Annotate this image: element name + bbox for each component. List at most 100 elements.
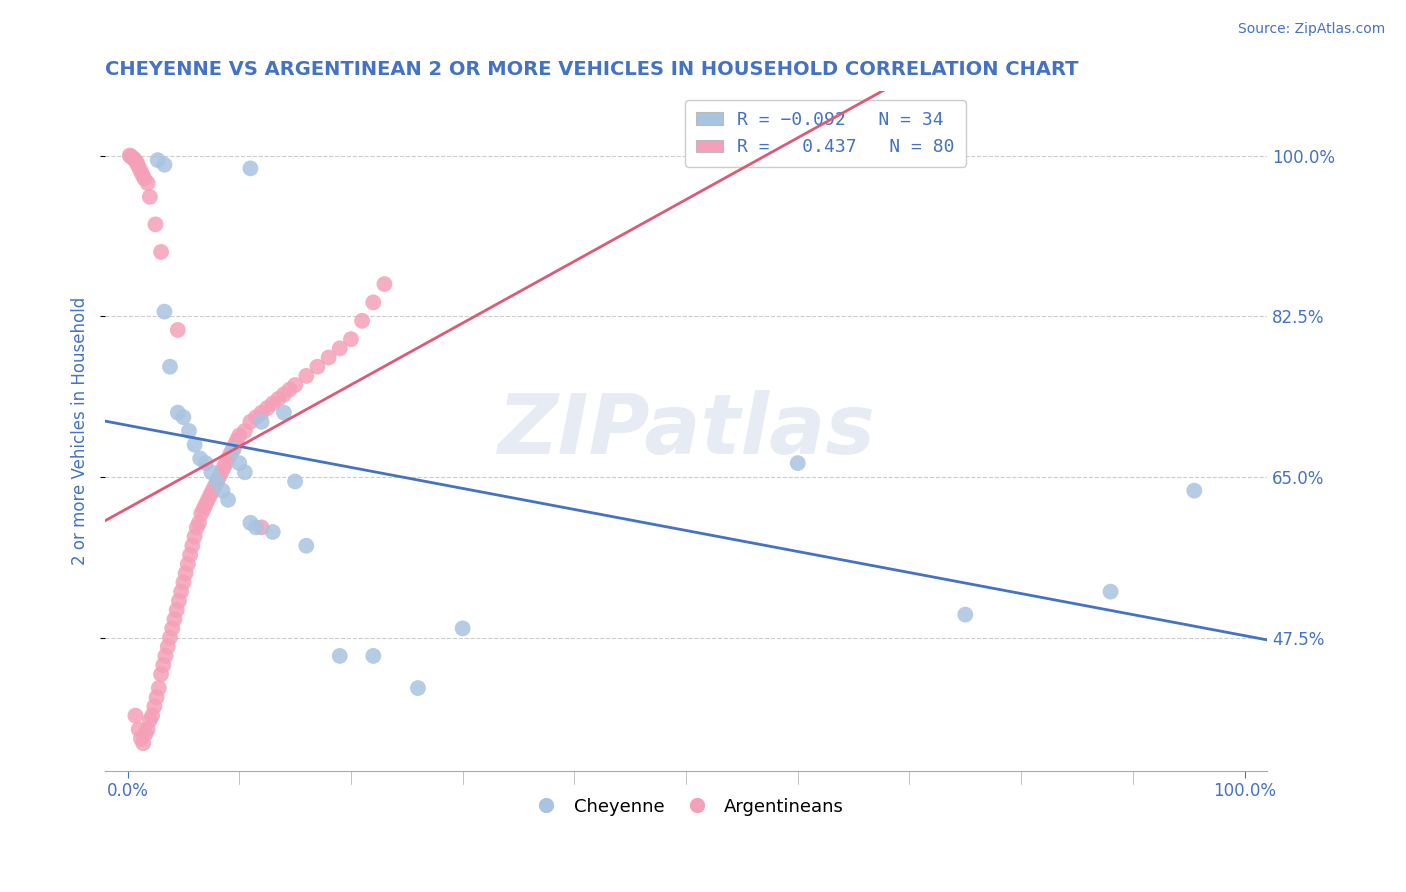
Point [250,520,273,534]
Point [284,378,307,392]
Point [166,406,188,420]
Point [127,158,149,172]
Y-axis label: 2 or more Vehicles in Household: 2 or more Vehicles in Household [72,297,89,566]
Point [284,475,307,489]
Point [193,502,215,516]
Point [136,723,159,737]
Point [132,736,155,750]
Point [177,557,200,571]
Point [205,475,228,489]
Point [217,451,239,466]
Point [188,451,211,466]
Point [200,488,222,502]
Point [222,442,245,457]
Point [160,621,183,635]
Point [125,155,148,169]
Point [224,438,246,452]
Point [177,424,200,438]
Point [278,383,301,397]
Point [239,415,262,429]
Point [226,433,249,447]
Point [233,465,256,479]
Point [215,456,238,470]
Point [183,438,205,452]
Point [174,566,197,581]
Text: CHEYENNE VS ARGENTINEAN 2 OR MORE VEHICLES IN HOUSEHOLD CORRELATION CHART: CHEYENNE VS ARGENTINEAN 2 OR MORE VEHICL… [105,60,1078,78]
Point [128,162,150,177]
Point [363,295,385,310]
Point [170,584,193,599]
Point [131,167,153,181]
Point [172,575,194,590]
Point [329,342,352,356]
Point [120,149,142,163]
Point [352,314,374,328]
Text: ZIPatlas: ZIPatlas [498,391,875,472]
Legend: Cheyenne, Argentineans: Cheyenne, Argentineans [522,790,851,822]
Point [118,148,141,162]
Point [200,465,222,479]
Point [233,424,256,438]
Point [156,640,179,654]
Point [159,631,181,645]
Point [194,498,217,512]
Point [155,648,177,663]
Point [406,681,429,695]
Point [197,492,219,507]
Point [209,465,232,479]
Point [153,304,176,318]
Point [145,690,167,705]
Point [121,150,143,164]
Point [124,708,146,723]
Point [146,153,169,168]
Point [295,368,318,383]
Point [228,428,250,442]
Point [363,648,385,663]
Text: Source: ZipAtlas.com: Source: ZipAtlas.com [1237,22,1385,37]
Point [139,190,162,204]
Point [318,351,340,365]
Point [208,470,231,484]
Point [256,401,278,415]
Point [153,158,176,172]
Point [267,392,290,406]
Point [212,460,235,475]
Point [217,492,239,507]
Point [134,727,156,741]
Point [163,612,186,626]
Point [183,530,205,544]
Point [955,607,977,622]
Point [167,594,190,608]
Point [273,387,295,401]
Point [786,456,808,470]
Point [307,359,329,374]
Point [250,415,273,429]
Point [159,359,181,374]
Point [262,524,284,539]
Point [150,244,173,259]
Point [373,277,395,291]
Point [148,681,170,695]
Point [181,539,204,553]
Point [295,539,318,553]
Point [172,410,194,425]
Point [166,323,188,337]
Point [201,483,224,498]
Point [228,456,250,470]
Point [143,699,166,714]
Point [239,516,262,530]
Point [245,410,267,425]
Point [211,483,233,498]
Point [329,648,352,663]
Point [188,516,211,530]
Point [250,406,273,420]
Point [245,520,267,534]
Point [179,548,201,562]
Point [340,332,363,346]
Point [186,520,208,534]
Point [166,603,188,617]
Point [136,176,159,190]
Point [122,152,145,166]
Point [134,171,156,186]
Point [205,475,228,489]
